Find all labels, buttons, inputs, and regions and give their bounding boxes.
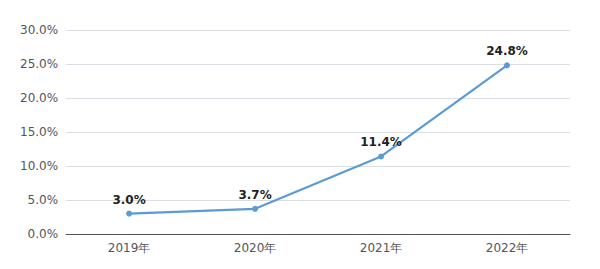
svg-text:10.0%: 10.0% bbox=[20, 159, 58, 173]
svg-text:30.0%: 30.0% bbox=[20, 23, 58, 37]
svg-text:20.0%: 20.0% bbox=[20, 91, 58, 105]
svg-text:2019年: 2019年 bbox=[108, 241, 151, 255]
svg-text:15.0%: 15.0% bbox=[20, 125, 58, 139]
svg-text:11.4%: 11.4% bbox=[360, 135, 402, 149]
svg-text:2022年: 2022年 bbox=[486, 241, 529, 255]
svg-text:3.0%: 3.0% bbox=[112, 193, 145, 207]
svg-text:2020年: 2020年 bbox=[234, 241, 277, 255]
svg-text:24.8%: 24.8% bbox=[486, 44, 528, 58]
svg-text:25.0%: 25.0% bbox=[20, 57, 58, 71]
svg-text:0.0%: 0.0% bbox=[28, 227, 59, 241]
svg-text:5.0%: 5.0% bbox=[28, 193, 59, 207]
svg-text:2021年: 2021年 bbox=[360, 241, 403, 255]
svg-text:3.7%: 3.7% bbox=[238, 188, 271, 202]
